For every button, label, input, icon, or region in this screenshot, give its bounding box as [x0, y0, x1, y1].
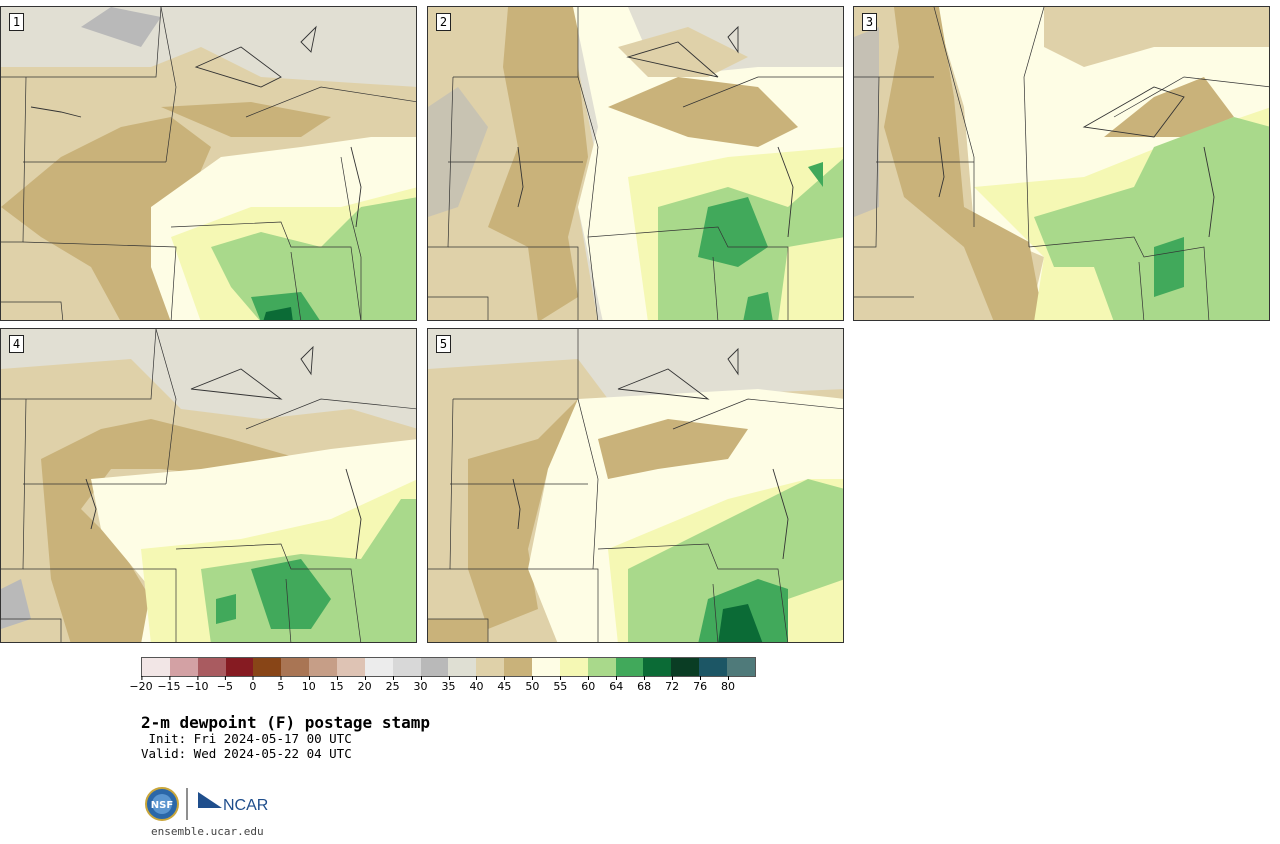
colorbar-swatch	[532, 658, 560, 676]
colorbar-tick-label: 64	[609, 676, 624, 693]
colorbar-tick-label: −15	[157, 676, 181, 693]
colorbar-swatch	[225, 658, 254, 676]
map-panel-3: 3	[853, 6, 1270, 321]
panel-label: 2	[436, 13, 451, 31]
colorbar-tick-label: 15	[329, 676, 344, 693]
nsf-ncar-logo-icon: NSF NCAR	[145, 787, 268, 821]
colorbar-tick-label: 5	[277, 676, 285, 693]
dewpoint-map	[1, 329, 416, 642]
colorbar-swatch	[587, 658, 616, 676]
init-time: Init: Fri 2024-05-17 00 UTC	[141, 731, 352, 746]
colorbar-tick-label: 25	[385, 676, 400, 693]
dewpoint-map	[854, 7, 1269, 320]
nsf-ncar-logo: NSF NCAR	[144, 786, 274, 822]
colorbar-tick-label: 35	[441, 676, 456, 693]
chart-title: 2-m dewpoint (F) postage stamp	[141, 713, 430, 732]
colorbar-swatch	[281, 658, 310, 676]
colorbar-swatch	[420, 658, 449, 676]
colorbar-swatch	[504, 658, 533, 676]
panel-label: 5	[436, 335, 451, 353]
colorbar-swatch	[364, 658, 393, 676]
colorbar-tick-label: 55	[553, 676, 568, 693]
colorbar-tick-label: 68	[637, 676, 652, 693]
colorbar-ticks: −20 −15 −10 −5 0 5 10 15 20 25 30 35 40 45 50 55 60 64 68 7…	[129, 676, 756, 694]
panel-label: 1	[9, 13, 24, 31]
map-panel-1: 1	[0, 6, 417, 321]
colorbar-swatch	[671, 658, 700, 676]
map-panel-4: 4	[0, 328, 417, 643]
dewpoint-map	[428, 329, 843, 642]
colorbar-swatch	[142, 658, 170, 676]
colorbar-swatch	[615, 658, 644, 676]
colorbar-tick-label: −5	[216, 676, 233, 693]
colorbar-swatch	[476, 658, 505, 676]
colorbar-tick-label: 80	[721, 676, 736, 693]
colorbar-swatch	[309, 658, 338, 676]
colorbar-swatch	[337, 658, 365, 676]
map-panel-2: 2	[427, 6, 844, 321]
dewpoint-map	[1, 7, 416, 320]
panel-label: 4	[9, 335, 24, 353]
colorbar-tick-label: −10	[185, 676, 209, 693]
svg-text:NCAR: NCAR	[223, 797, 268, 814]
colorbar-tick-label: 0	[249, 676, 257, 693]
colorbar-tick-label: 50	[525, 676, 540, 693]
panel-label: 3	[862, 13, 877, 31]
colorbar-swatch	[643, 658, 672, 676]
colorbar-tick-label: 72	[665, 676, 680, 693]
colorbar-swatch	[559, 658, 588, 676]
map-panel-5: 5	[427, 328, 844, 643]
colorbar-tick-label: 40	[469, 676, 484, 693]
dewpoint-colorbar	[141, 657, 756, 677]
colorbar-tick-label: 76	[693, 676, 708, 693]
website-url: ensemble.ucar.edu	[151, 825, 264, 838]
colorbar-swatch	[699, 658, 728, 676]
colorbar-swatch	[169, 658, 198, 676]
colorbar-swatch	[727, 658, 755, 676]
colorbar-tick-label: 20	[357, 676, 372, 693]
colorbar-swatch	[197, 658, 226, 676]
svg-text:NSF: NSF	[151, 800, 173, 811]
colorbar-tick-label: 60	[581, 676, 596, 693]
colorbar-tick-label: −20	[129, 676, 153, 693]
colorbar-tick-label: 45	[497, 676, 512, 693]
dewpoint-map	[428, 7, 843, 320]
valid-time: Valid: Wed 2024-05-22 04 UTC	[141, 746, 352, 761]
colorbar-swatch	[448, 658, 477, 676]
colorbar-swatch	[392, 658, 421, 676]
colorbar-swatch	[253, 658, 282, 676]
colorbar-tick-label: 10	[301, 676, 316, 693]
colorbar-tick-label: 30	[413, 676, 428, 693]
